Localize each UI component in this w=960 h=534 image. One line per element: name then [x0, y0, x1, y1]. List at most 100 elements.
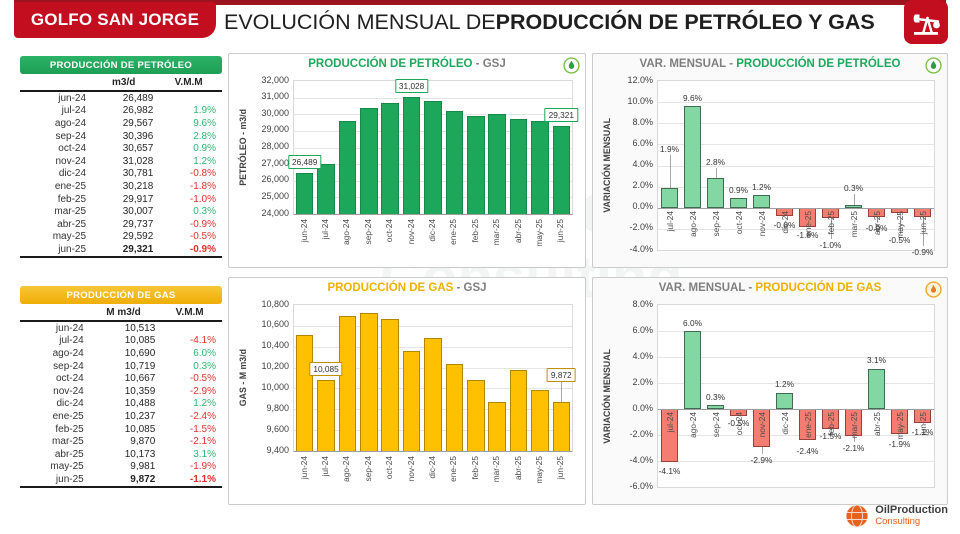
y-tick-label: -4.0%	[629, 454, 653, 465]
data-label-box: 31,028	[394, 79, 429, 94]
y-tick-label: 10,200	[261, 361, 289, 372]
data-label: -0.9%	[911, 247, 934, 258]
cell-month: dic-24	[56, 398, 84, 410]
data-label: 1.2%	[775, 379, 794, 390]
cell-value: 29,567	[122, 117, 154, 129]
data-label-box: 26,489	[287, 154, 322, 169]
cell-vmm: 1.2%	[193, 155, 216, 167]
gridline	[658, 383, 934, 384]
x-tick-label: feb-25	[825, 412, 836, 436]
gridline	[658, 331, 934, 332]
table-row: may-25 9,981 -1.9%	[20, 461, 222, 474]
data-label: -0.8%	[773, 219, 796, 230]
table-row: sep-24 10,719 0.3%	[20, 360, 222, 373]
x-tick-label: sep-24	[710, 412, 721, 438]
data-label: -1.0%	[819, 239, 842, 250]
table-row: jun-24 26,489	[20, 91, 222, 105]
cell-value: 29,592	[122, 231, 154, 243]
cell-value: 10,488	[124, 398, 156, 410]
cell-vmm: -1.1%	[189, 473, 216, 485]
x-tick-label: feb-25	[469, 456, 480, 480]
gridline	[658, 186, 934, 188]
bar-may-25	[531, 121, 549, 214]
x-tick-label: abr-25	[512, 456, 523, 480]
logo-name: OilProduction	[875, 504, 948, 516]
x-tick-label: dic-24	[779, 412, 790, 435]
x-tick-label: jun-25	[555, 219, 566, 243]
data-label: 3.1%	[867, 354, 886, 365]
bar-sep-24	[707, 405, 724, 409]
bar-sep-24	[360, 107, 378, 214]
table-row: ene-25 30,218 -1.8%	[20, 180, 222, 193]
gas-table-title: PRODUCCIÓN DE GAS	[20, 286, 222, 304]
bar-oct-24	[381, 103, 399, 214]
cell-vmm: 0.3%	[193, 360, 216, 372]
data-label: 2.8%	[706, 157, 725, 168]
cell-vmm: 2.8%	[193, 130, 216, 142]
cell-vmm: -0.9%	[189, 243, 216, 255]
cell-value: 29,737	[122, 218, 154, 230]
x-tick-label: ago-24	[687, 210, 698, 237]
cell-vmm: -2.9%	[189, 385, 216, 397]
x-tick-label: ene-25	[802, 412, 813, 438]
cell-month: oct-24	[58, 143, 87, 155]
x-tick-label: ago-24	[341, 456, 352, 482]
gridline	[658, 144, 934, 146]
table-row: jun-25 29,321 -0.9%	[20, 243, 222, 257]
gridline	[658, 357, 934, 358]
cell-month: jun-25	[55, 473, 84, 485]
gas-production-chart: PRODUCCIÓN DE GAS - GSJ GAS - M m3/d 10,…	[228, 277, 586, 505]
cell-month: sep-24	[55, 130, 87, 142]
zero-axis-line	[658, 207, 934, 209]
y-tick-label: 28,000	[261, 141, 289, 151]
oil-col-unit: m3/d	[112, 77, 136, 88]
cell-month: oct-24	[55, 373, 84, 385]
cell-month: jul-24	[59, 335, 84, 347]
bar-mar-25	[488, 114, 506, 214]
x-tick-label: may-25	[533, 456, 544, 484]
bar-oct-24	[381, 318, 399, 451]
gas-table-body: jun-24 10,513 jul-24 10,085 -4.1% ago-24 10,69…	[20, 321, 222, 487]
y-tick-label: -6.0%	[629, 480, 653, 491]
y-tick-label: 9,400	[266, 444, 289, 455]
bar-dic-24	[776, 393, 793, 409]
x-tick-label: nov-24	[405, 219, 416, 245]
cell-vmm: -2.1%	[189, 436, 216, 448]
table-row: nov-24 31,028 1.2%	[20, 155, 222, 168]
cell-value: 31,028	[122, 155, 154, 167]
x-tick-label: feb-25	[469, 219, 480, 243]
cell-value: 30,657	[122, 143, 154, 155]
x-tick-label: mar-25	[848, 210, 859, 238]
y-tick-label: 9,800	[266, 402, 289, 413]
cell-month: mar-25	[54, 206, 87, 218]
cell-value: 10,085	[124, 335, 156, 347]
y-tick-label: 25,000	[261, 190, 289, 201]
cell-vmm: -0.9%	[189, 218, 216, 230]
gridline	[294, 97, 572, 99]
cell-value: 26,489	[122, 92, 154, 104]
cell-value: 10,719	[124, 360, 156, 372]
table-row: ene-25 10,237 -2.4%	[20, 410, 222, 423]
bar-ene-25	[445, 363, 464, 451]
x-tick-label: jun-24	[298, 219, 309, 243]
leader-line	[715, 168, 717, 179]
cell-month: may-25	[52, 231, 87, 243]
cell-month: dic-24	[58, 168, 87, 180]
table-row: dic-24 10,488 1.2%	[20, 398, 222, 411]
x-tick-label: ene-25	[448, 456, 459, 482]
x-tick-label: abr-25	[512, 219, 523, 243]
table-row: nov-24 10,359 -2.9%	[20, 385, 222, 398]
cell-vmm: 1.9%	[193, 105, 216, 117]
x-tick-label: oct-24	[733, 210, 744, 234]
gas-var-plot-area: jul-24 -4.1% ago-24 6.0% sep-24 0.3% oct-24 -0.…	[657, 304, 935, 488]
data-label-box: 10,085	[309, 361, 343, 376]
cell-month: abr-25	[57, 218, 87, 230]
data-label: 1.2%	[752, 181, 771, 192]
table-row: mar-25 30,007 0.3%	[20, 205, 222, 218]
table-row: may-25 29,592 -0.5%	[20, 231, 222, 244]
x-tick-label: mar-25	[491, 219, 502, 246]
table-row: feb-25 10,085 -1.5%	[20, 423, 222, 436]
x-tick-label: ago-24	[687, 412, 698, 438]
cell-vmm: 0.9%	[193, 143, 216, 155]
region-badge: GOLFO SAN JORGE	[14, 2, 216, 38]
